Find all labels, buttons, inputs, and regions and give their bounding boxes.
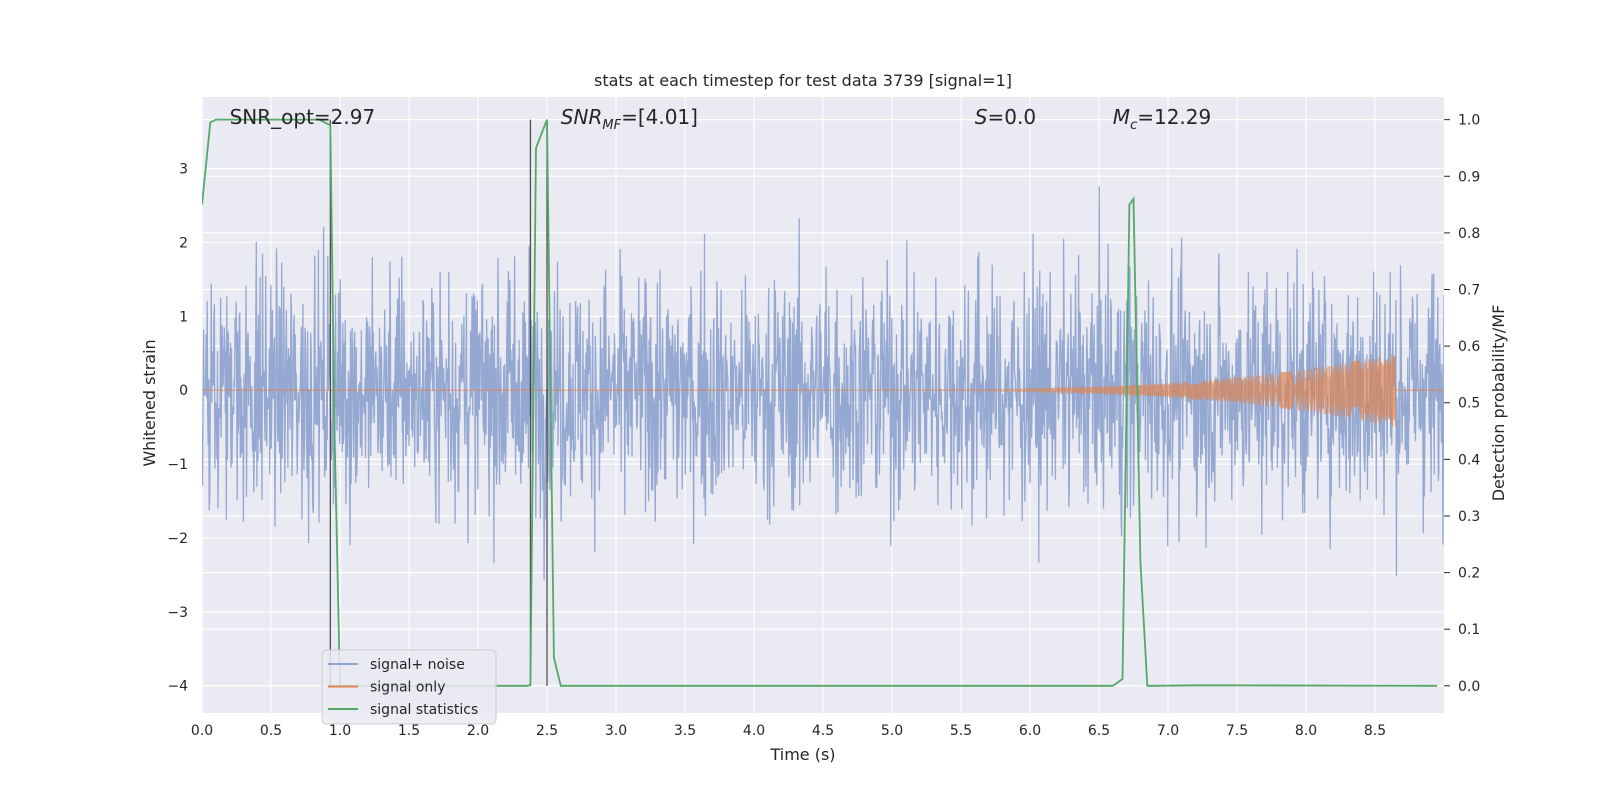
y-tick-label-left: 1 <box>179 309 188 325</box>
y-tick-label-right: 0.1 <box>1458 622 1480 638</box>
x-tick-label: 2.0 <box>467 723 489 739</box>
y-axis-label-right: Detection probability/MF <box>1489 305 1508 502</box>
y-tick-label-right: 0.2 <box>1458 566 1480 582</box>
y-tick-label-left: 3 <box>179 162 188 178</box>
x-tick-label: 7.5 <box>1226 723 1248 739</box>
y-tick-label-left: 0 <box>179 383 188 399</box>
x-tick-label: 2.5 <box>536 723 558 739</box>
chart-title: stats at each timestep for test data 373… <box>594 71 1012 90</box>
series-signal-noise <box>202 186 1444 581</box>
y-tick-label-right: 0.4 <box>1458 452 1480 468</box>
legend: signal+ noise signal only signal statistic… <box>321 649 497 725</box>
x-tick-label: 4.5 <box>812 723 834 739</box>
legend-label: signal only <box>370 680 445 696</box>
annotations: SNR_opt=2.97 SNRMF=[4.01] S=0.0 Mc=12.29 <box>230 105 1212 133</box>
x-tick-label: 5.5 <box>950 723 972 739</box>
y-tick-label-left: −3 <box>167 605 188 621</box>
y-tick-label-right: 0.3 <box>1458 509 1480 525</box>
legend-label: signal statistics <box>370 702 478 718</box>
y-tick-label-right: 0.7 <box>1458 283 1480 299</box>
annotation-text: SNR_opt=2.97 <box>230 105 376 129</box>
annotation-text: SNRMF=[4.01] <box>561 105 698 133</box>
x-tick-label: 0.0 <box>191 723 213 739</box>
legend-frame <box>321 649 497 725</box>
x-tick-label: 7.0 <box>1157 723 1179 739</box>
x-tick-label: 0.5 <box>260 723 282 739</box>
x-tick-label: 5.0 <box>881 723 903 739</box>
x-tick-label: 3.0 <box>605 723 627 739</box>
annotation-text: S=0.0 <box>975 105 1036 129</box>
x-tick-label: 1.0 <box>329 723 351 739</box>
annotation-text: Mc=12.29 <box>1113 105 1211 133</box>
y-tick-label-right: 0.9 <box>1458 169 1480 185</box>
x-tick-label: 6.0 <box>1019 723 1041 739</box>
x-tick-label: 6.5 <box>1088 723 1110 739</box>
x-tick-label: 8.0 <box>1295 723 1317 739</box>
y-tick-label-right: 0.6 <box>1458 339 1480 355</box>
x-tick-label: 3.5 <box>674 723 696 739</box>
y-tick-label-left: −4 <box>167 679 188 695</box>
x-tick-label: 1.5 <box>398 723 420 739</box>
series-signal-statistics <box>202 118 1438 687</box>
legend-label: signal+ noise <box>370 657 465 673</box>
y-tick-label-left: −1 <box>167 457 188 473</box>
y-tick-label-left: 2 <box>179 236 188 252</box>
y-axis-label-left: Whitened strain <box>140 339 159 466</box>
y-tick-label-right: 1.0 <box>1458 113 1480 129</box>
y-tick-label-left: −2 <box>167 531 188 547</box>
x-axis-label: Time (s) <box>769 745 835 764</box>
axes-layer: 0.0 0.5 1.0 1.5 2.0 2.5 3.0 3.5 4.0 4.5 5.0 5.5 6.0 6… <box>167 113 1480 739</box>
series-layer <box>202 118 1444 687</box>
x-tick-label: 4.0 <box>743 723 765 739</box>
y-tick-label-right: 0.0 <box>1458 679 1480 695</box>
series-signal-only <box>823 354 1397 427</box>
x-tick-label: 8.5 <box>1364 723 1386 739</box>
y-tick-label-right: 0.5 <box>1458 396 1480 412</box>
y-tick-label-right: 0.8 <box>1458 226 1480 242</box>
